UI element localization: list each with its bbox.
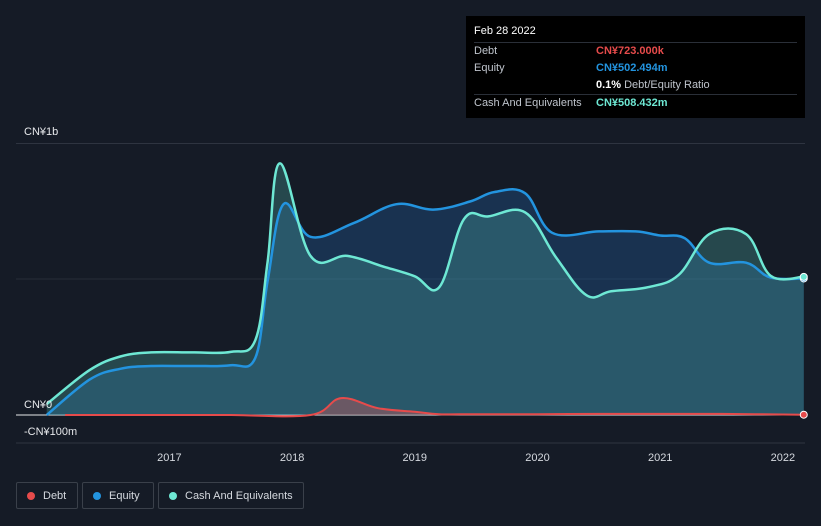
legend-debt-label: Debt <box>43 489 67 502</box>
cash-area <box>46 163 804 415</box>
x-axis-labels: 2017 2018 2019 2020 2021 2022 <box>157 452 795 464</box>
legend-item-cash[interactable]: Cash And Equivalents <box>158 482 304 509</box>
cash-dot-icon <box>169 491 177 500</box>
series-areas <box>46 163 804 417</box>
x-tick-label: 2017 <box>157 452 181 464</box>
x-tick-label: 2020 <box>525 452 549 464</box>
x-tick-label: 2019 <box>403 452 427 464</box>
legend-item-equity[interactable]: Equity <box>82 482 154 509</box>
tooltip-equity-value: CN¥502.494m <box>596 62 668 74</box>
tooltip-ratio-row: 0.1% Debt/Equity Ratio <box>474 77 797 94</box>
series-end-markers <box>799 272 808 419</box>
y-tick-label: CN¥1b <box>24 126 58 138</box>
cash-line <box>45 162 804 406</box>
tooltip-date: Feb 28 2022 <box>474 25 536 37</box>
legend-equity-label: Equity <box>109 489 140 502</box>
equity-dot-icon <box>93 491 101 500</box>
legend: Debt Equity Cash And Equivalents <box>16 482 308 511</box>
debt-end-marker <box>799 410 808 419</box>
equity-area <box>46 189 804 415</box>
x-tick-label: 2018 <box>280 452 304 464</box>
debt-dot-icon <box>27 491 35 500</box>
tooltip-debt-row: Debt CN¥723.000k <box>474 42 797 60</box>
y-tick-label: -CN¥100m <box>24 426 77 438</box>
legend-item-debt[interactable]: Debt <box>16 482 78 509</box>
tooltip-ratio-label: Debt/Equity Ratio <box>624 79 710 91</box>
series-lines <box>45 162 804 418</box>
tooltip-equity-label: Equity <box>474 62 505 74</box>
plot-top-band <box>16 143 805 144</box>
legend-cash-label: Cash And Equivalents <box>185 489 293 502</box>
debt-line <box>65 397 804 418</box>
tooltip-cash-label: Cash And Equivalents <box>474 97 582 109</box>
x-tick-label: 2021 <box>648 452 672 464</box>
y-axis-labels: CN¥1b CN¥0 -CN¥100m <box>24 126 77 438</box>
tooltip-cash-value: CN¥508.432m <box>596 97 668 109</box>
tooltip-cash-row: Cash And Equivalents CN¥508.432m <box>474 94 797 112</box>
y-tick-label: CN¥0 <box>24 399 52 411</box>
tooltip-equity-row: Equity CN¥502.494m <box>474 60 797 77</box>
x-tick-label: 2022 <box>771 452 795 464</box>
cash-end-marker <box>799 272 808 281</box>
tooltip-ratio-value: 0.1% <box>596 79 622 91</box>
tooltip-debt-label: Debt <box>474 45 498 57</box>
tooltip-debt-value: CN¥723.000k <box>596 45 664 57</box>
tooltip: Feb 28 2022 Debt CN¥723.000k Equity CN¥5… <box>466 16 805 118</box>
equity-line <box>45 188 804 416</box>
